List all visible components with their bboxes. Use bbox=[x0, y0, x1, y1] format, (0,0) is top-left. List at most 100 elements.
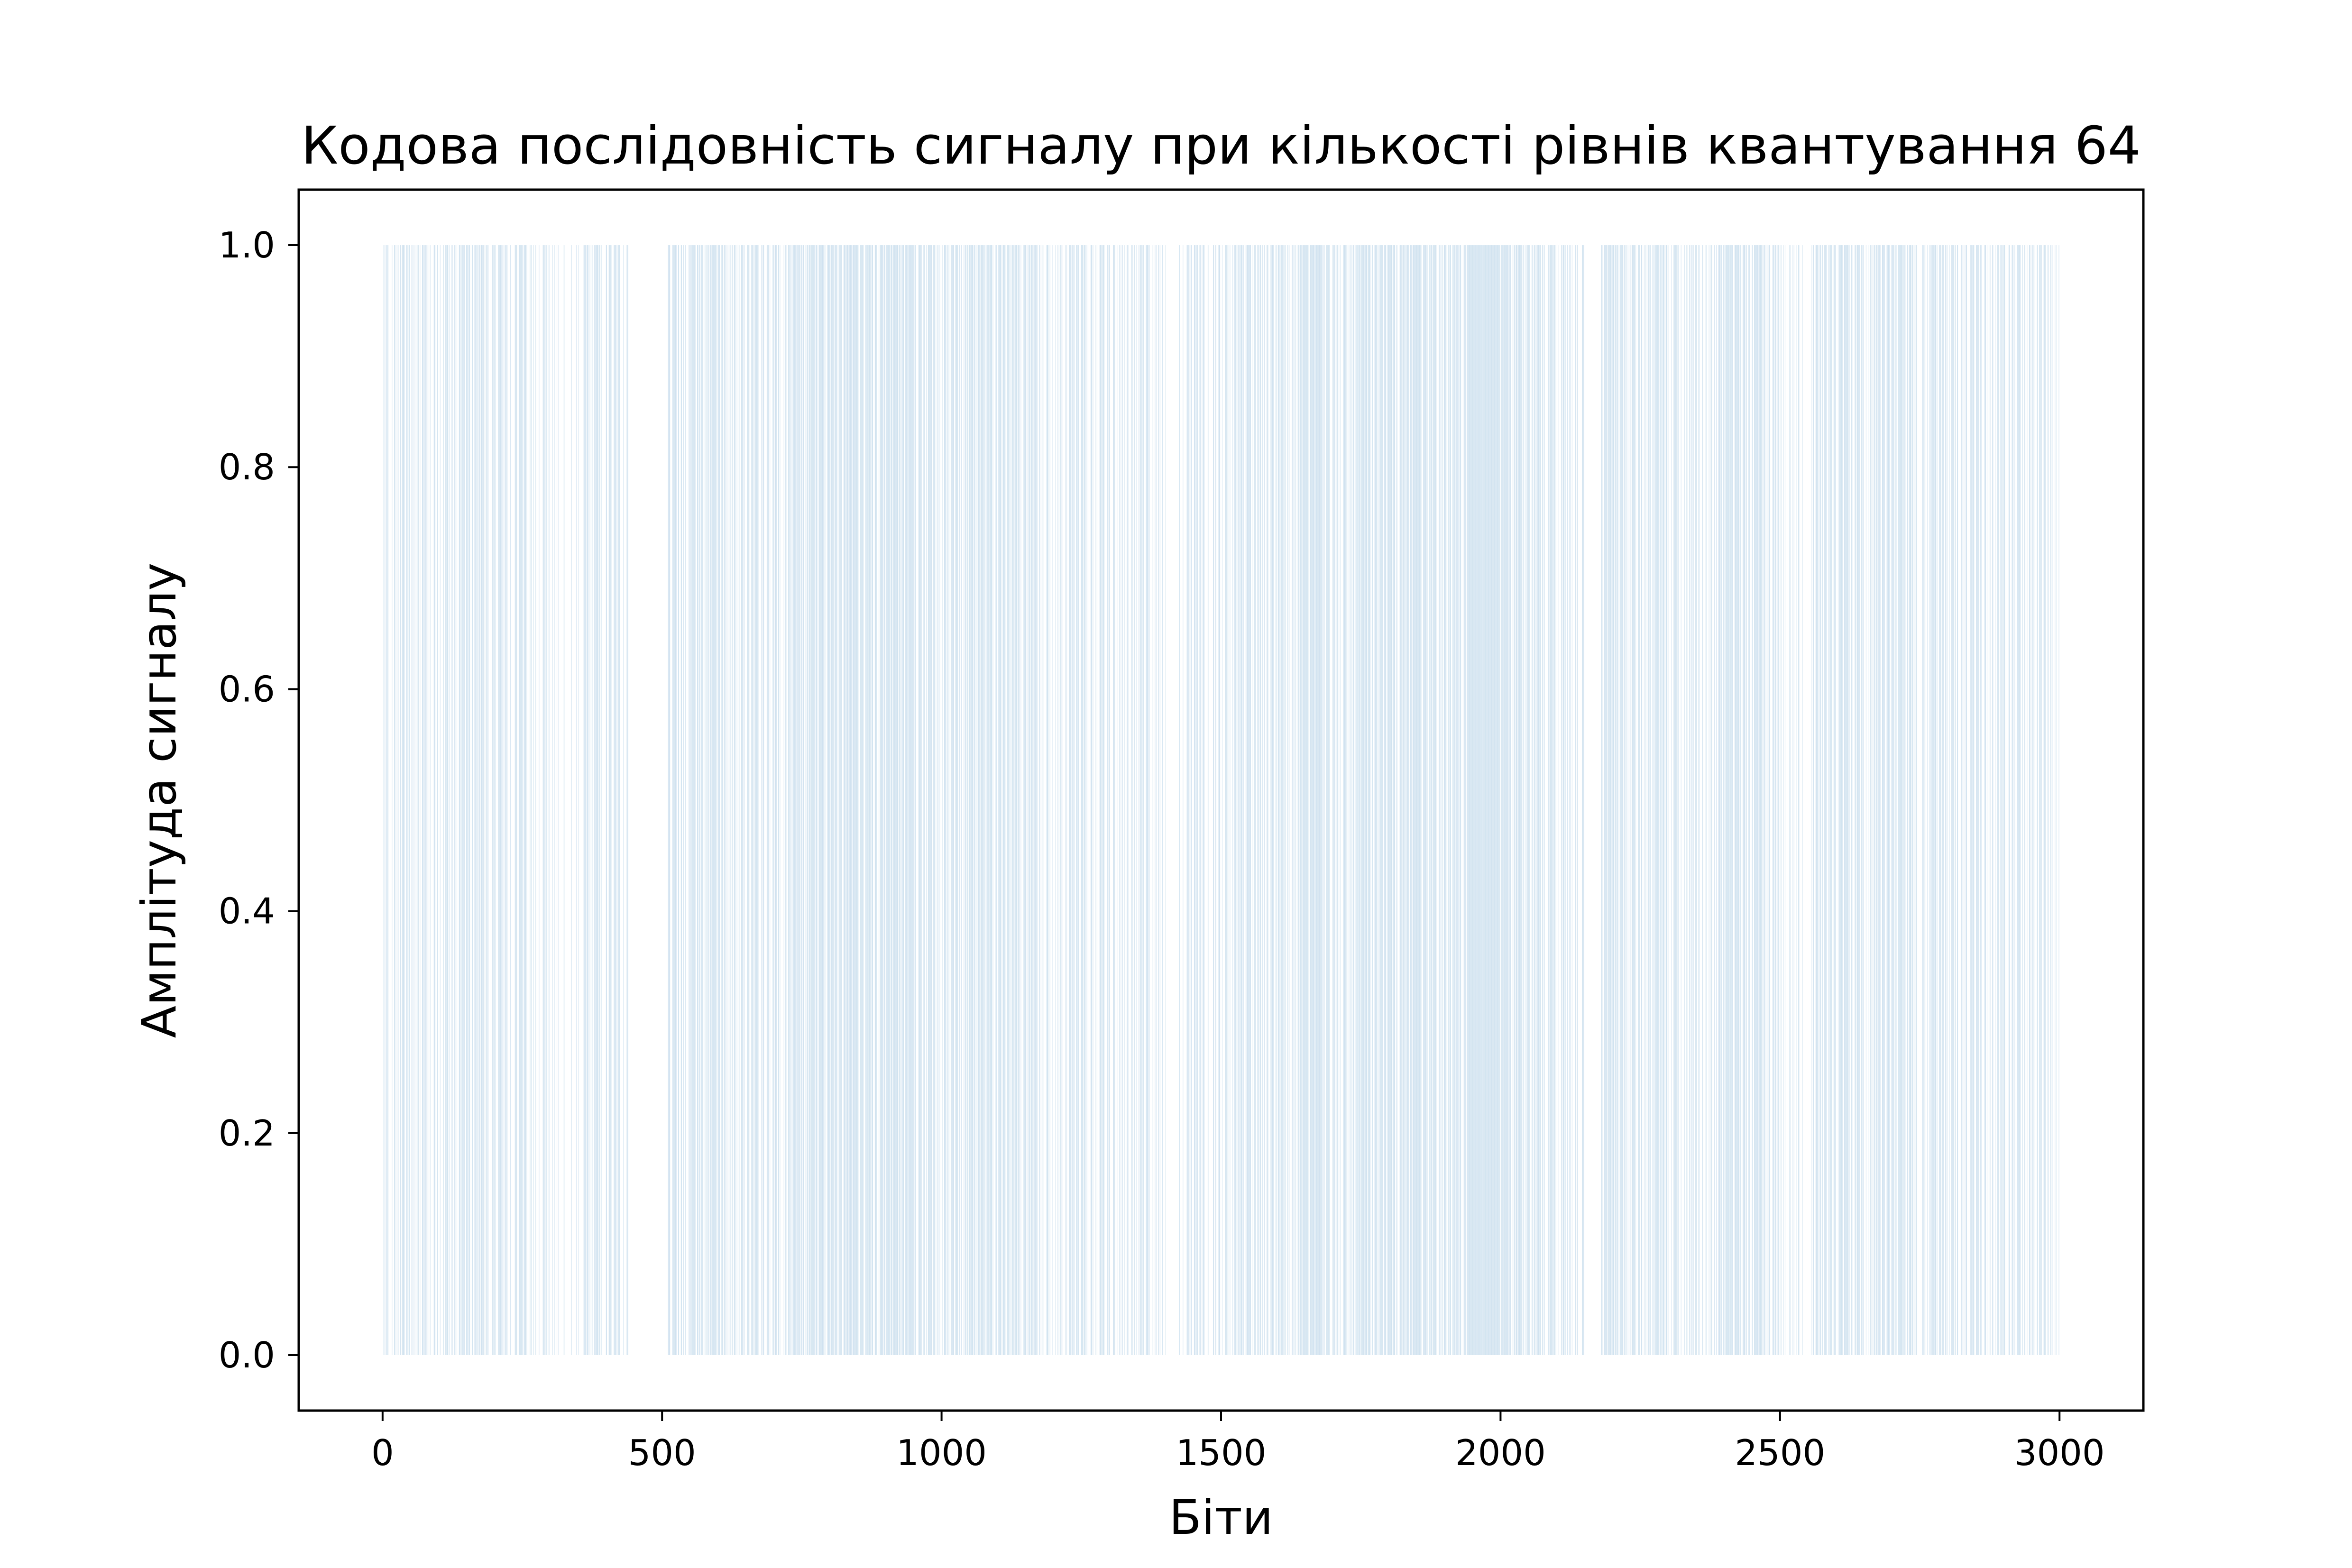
bit-bar bbox=[1859, 245, 1860, 1355]
bit-bar bbox=[762, 245, 763, 1355]
bit-bar bbox=[619, 245, 620, 1355]
bit-bar bbox=[930, 245, 931, 1355]
bit-bar bbox=[849, 245, 850, 1355]
bit-bar bbox=[1187, 245, 1188, 1355]
bit-bar bbox=[1363, 245, 1364, 1355]
bit-bar bbox=[1454, 245, 1455, 1355]
bit-bar bbox=[1876, 245, 1877, 1355]
bit-bar bbox=[1292, 245, 1293, 1355]
bit-bar bbox=[1610, 245, 1611, 1355]
bit-bar bbox=[1311, 245, 1312, 1355]
bit-bar bbox=[959, 245, 960, 1355]
bit-bar bbox=[1248, 245, 1249, 1355]
bit-bar bbox=[601, 245, 602, 1355]
bit-bar bbox=[1113, 245, 1114, 1355]
bit-bar bbox=[1102, 245, 1103, 1355]
bit-bar bbox=[1740, 245, 1741, 1355]
bit-bar bbox=[672, 245, 673, 1355]
bit-bar bbox=[2020, 245, 2021, 1355]
bit-bar bbox=[1410, 245, 1411, 1355]
bit-bar bbox=[1109, 245, 1110, 1355]
bit-bar bbox=[576, 245, 577, 1355]
bit-bar bbox=[1423, 245, 1424, 1355]
bit-bar bbox=[722, 245, 723, 1355]
bit-bar bbox=[708, 245, 709, 1355]
bit-bar bbox=[1635, 245, 1636, 1355]
bit-bar bbox=[1678, 245, 1679, 1355]
bit-bar bbox=[926, 245, 927, 1355]
bit-bar bbox=[705, 245, 706, 1355]
bit-bar bbox=[1731, 245, 1732, 1355]
bit-bar bbox=[819, 245, 820, 1355]
bit-bar bbox=[921, 245, 922, 1355]
bit-bar bbox=[1759, 245, 1760, 1355]
bit-bar bbox=[972, 245, 973, 1355]
bit-bar bbox=[895, 245, 896, 1355]
bit-bar bbox=[1499, 245, 1500, 1355]
bit-bar bbox=[1953, 245, 1954, 1355]
bit-bar bbox=[1018, 245, 1019, 1355]
bit-bar bbox=[1744, 245, 1745, 1355]
bit-bar bbox=[1345, 245, 1346, 1355]
bit-bar bbox=[1816, 245, 1817, 1355]
bit-bar bbox=[469, 245, 470, 1355]
bit-bar bbox=[1575, 245, 1576, 1355]
bit-bar bbox=[694, 245, 695, 1355]
bit-bar bbox=[793, 245, 794, 1355]
bit-bar bbox=[1418, 245, 1419, 1355]
bit-bar bbox=[1047, 245, 1048, 1355]
bit-bar bbox=[1517, 245, 1518, 1355]
bit-bar bbox=[585, 245, 586, 1355]
bit-bar bbox=[947, 245, 948, 1355]
bit-bar bbox=[1582, 245, 1583, 1355]
bit-bar bbox=[1015, 245, 1016, 1355]
bit-bar bbox=[893, 245, 894, 1355]
bit-bar bbox=[1271, 245, 1272, 1355]
bit-bar bbox=[1031, 245, 1032, 1355]
bit-bar bbox=[1840, 245, 1841, 1355]
bit-bar bbox=[1940, 245, 1941, 1355]
bit-bar bbox=[1029, 245, 1030, 1355]
bit-bar bbox=[1384, 245, 1385, 1355]
bit-bar bbox=[797, 245, 798, 1355]
bit-bar bbox=[903, 245, 904, 1355]
y-tick-label: 0.6 bbox=[219, 668, 275, 710]
bit-bar bbox=[1880, 245, 1881, 1355]
bit-bar bbox=[587, 245, 588, 1355]
bit-bar bbox=[683, 245, 684, 1355]
bit-bar bbox=[1951, 245, 1952, 1355]
bit-bar bbox=[1934, 245, 1935, 1355]
bit-bar bbox=[1194, 245, 1195, 1355]
y-axis-label: Амплітуда сигналу bbox=[131, 563, 187, 1038]
bit-bar bbox=[1219, 245, 1220, 1355]
bit-bar bbox=[1676, 245, 1677, 1355]
bit-bar bbox=[902, 245, 903, 1355]
bit-bar bbox=[934, 245, 935, 1355]
bit-bar bbox=[2009, 245, 2010, 1355]
bit-bar bbox=[690, 245, 691, 1355]
bit-bar bbox=[1756, 245, 1757, 1355]
bit-bar bbox=[1365, 245, 1366, 1355]
bit-bar bbox=[403, 245, 404, 1355]
bit-bar bbox=[1304, 245, 1305, 1355]
bit-bar bbox=[1077, 245, 1078, 1355]
bit-bar bbox=[1863, 245, 1864, 1355]
bit-bar bbox=[1281, 245, 1282, 1355]
bit-bar bbox=[974, 245, 975, 1355]
bit-bar bbox=[832, 245, 833, 1355]
bit-bar bbox=[1943, 245, 1944, 1355]
bit-bar bbox=[1085, 245, 1086, 1355]
bit-bar bbox=[751, 245, 752, 1355]
bit-bar bbox=[1657, 245, 1658, 1355]
bit-bar bbox=[1429, 245, 1430, 1355]
bit-bar bbox=[1726, 245, 1727, 1355]
bit-bar bbox=[1479, 245, 1480, 1355]
bit-bar bbox=[1471, 245, 1472, 1355]
bit-bar bbox=[799, 245, 800, 1355]
bit-bar bbox=[1957, 245, 1958, 1355]
bit-bar bbox=[1401, 245, 1402, 1355]
bit-bar bbox=[1684, 245, 1685, 1355]
bit-bar bbox=[978, 245, 979, 1355]
bit-bar bbox=[1757, 245, 1758, 1355]
bit-bar bbox=[1729, 245, 1730, 1355]
